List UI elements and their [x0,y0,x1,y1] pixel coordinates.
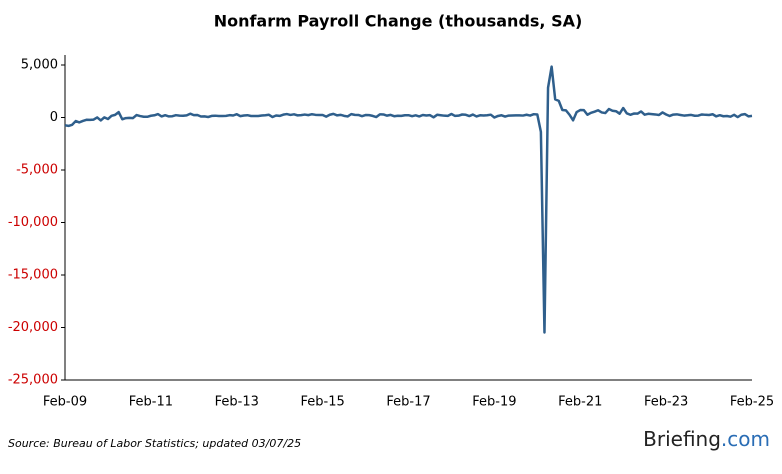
y-tick-label: -10,000 [8,215,58,230]
x-tick-label: Feb-09 [43,395,87,410]
x-tick-label: Feb-21 [558,395,602,410]
y-tick-label: 0 [50,110,58,125]
x-tick-label: Feb-17 [386,395,430,410]
y-tick-label: -5,000 [16,163,58,178]
y-tick-label: -25,000 [8,373,58,388]
y-tick-label: 5,000 [21,58,58,73]
y-tick-label: -20,000 [8,320,58,335]
logo: Briefing.com [643,427,770,451]
x-tick-label: Feb-19 [472,395,516,410]
data-line [64,65,753,334]
x-tick-label: Feb-13 [215,395,259,410]
x-tick-label: Feb-11 [129,395,173,410]
x-tick-label: Feb-23 [644,395,688,410]
logo-suffix: .com [721,427,770,451]
source-note: Source: Bureau of Labor Statistics; upda… [8,437,301,450]
x-tick-label: Feb-25 [730,395,774,410]
x-tick-label: Feb-15 [301,395,345,410]
y-tick-label: -15,000 [8,268,58,283]
logo-name: Briefing [643,427,721,451]
chart-title: Nonfarm Payroll Change (thousands, SA) [214,12,583,31]
